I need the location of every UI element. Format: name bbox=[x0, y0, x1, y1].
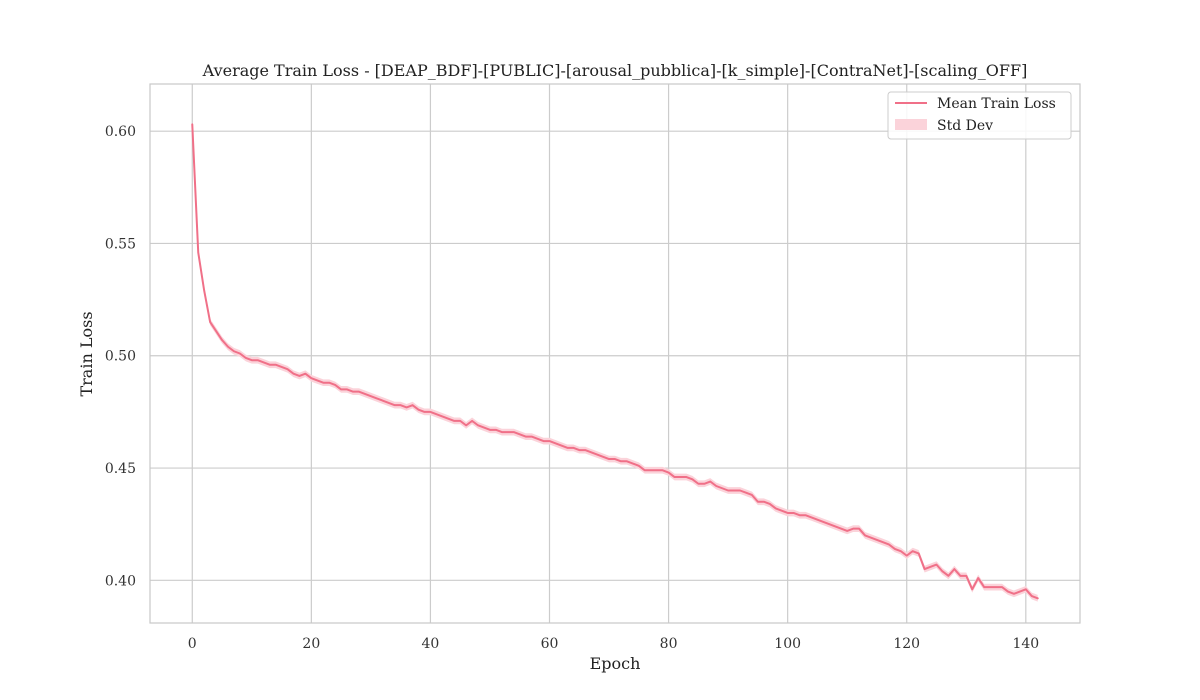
x-tick-labels: 0 20 40 60 80 100 120 140 bbox=[188, 636, 1039, 652]
y-axis-title: Train Loss bbox=[77, 311, 96, 396]
x-axis-title: Epoch bbox=[590, 654, 641, 673]
x-tick-label: 120 bbox=[893, 636, 920, 652]
x-tick-label: 40 bbox=[422, 636, 440, 652]
x-tick-label: 0 bbox=[188, 636, 197, 652]
legend-box bbox=[887, 91, 1072, 140]
mean-train-loss-line bbox=[191, 123, 1039, 600]
legend-label-mean: Mean Train Loss bbox=[937, 96, 1056, 112]
x-tick-label: 100 bbox=[774, 636, 801, 652]
y-tick-label: 0.40 bbox=[105, 573, 136, 589]
y-tick-label: 0.60 bbox=[105, 124, 136, 140]
plot-frame bbox=[149, 83, 1081, 624]
grid-lines bbox=[150, 84, 1080, 623]
x-tick-label: 80 bbox=[660, 636, 678, 652]
x-tick-label: 20 bbox=[302, 636, 320, 652]
legend-band-swatch bbox=[895, 119, 927, 130]
legend: Mean Train Loss Std Dev bbox=[887, 91, 1072, 140]
x-tick-label: 140 bbox=[1012, 636, 1039, 652]
chart-title: Average Train Loss - [DEAP_BDF]-[PUBLIC]… bbox=[202, 61, 1028, 80]
y-tick-label: 0.45 bbox=[105, 461, 136, 477]
y-tick-label: 0.50 bbox=[105, 349, 136, 365]
x-tick-label: 60 bbox=[541, 636, 559, 652]
legend-label-std: Std Dev bbox=[937, 118, 993, 134]
y-tick-labels: 0.40 0.45 0.50 0.55 0.60 bbox=[105, 124, 136, 589]
mean-line-group bbox=[191, 123, 1039, 600]
y-tick-label: 0.55 bbox=[105, 236, 136, 252]
